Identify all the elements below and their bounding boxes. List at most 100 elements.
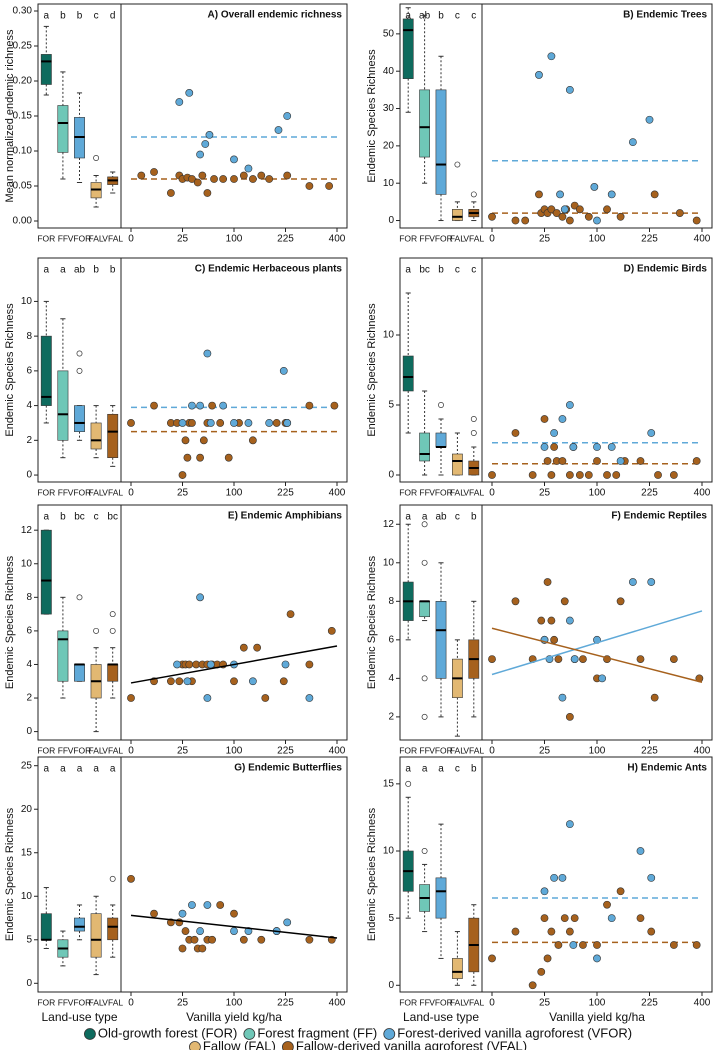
y-tick-label: 40 <box>383 66 395 77</box>
point <box>537 616 546 625</box>
panel-frame <box>37 257 348 483</box>
x-tick-label: FF <box>58 745 68 755</box>
point <box>654 471 662 479</box>
box <box>40 529 52 615</box>
point <box>274 126 283 134</box>
x-tick-label: 100 <box>589 234 606 245</box>
x-tick-label: 25 <box>539 488 551 499</box>
point <box>178 944 187 953</box>
significance-letter: a <box>438 764 444 775</box>
point <box>616 597 625 606</box>
box <box>74 917 85 932</box>
y-tick-label: 30 <box>383 103 395 114</box>
panel-frame <box>37 504 348 741</box>
legend-marker <box>281 1041 294 1050</box>
legend-label: Old-growth forest (FOR) <box>98 1025 237 1040</box>
panel-frame <box>399 257 713 483</box>
point <box>565 616 574 625</box>
x-tick-label: FOR <box>37 233 55 243</box>
y-tick-label: 6 <box>388 634 394 645</box>
point <box>190 935 199 944</box>
outlier <box>454 161 461 168</box>
legend-label: Forest-derived vanilla agroforest (VFOR) <box>397 1025 632 1040</box>
point <box>593 941 601 949</box>
point <box>272 419 281 427</box>
legend-label: Fallow-derived vanilla agroforest (VFAL) <box>296 1038 527 1050</box>
box <box>419 601 430 618</box>
point <box>547 616 556 625</box>
y-tick-label: 25 <box>21 760 33 771</box>
significance-letter: bc <box>419 265 430 276</box>
box <box>452 209 463 221</box>
box <box>57 370 69 441</box>
box <box>40 335 52 406</box>
y-tick-label: 10 <box>21 891 33 902</box>
x-tick-label: FAL <box>450 745 465 755</box>
trend-line <box>491 610 703 676</box>
point <box>175 98 184 106</box>
y-tick-label: 8 <box>26 331 32 342</box>
point <box>185 660 194 669</box>
point <box>628 578 637 586</box>
panel-frame <box>37 3 348 229</box>
point <box>593 216 601 225</box>
significance-letter: a <box>422 512 428 523</box>
x-tick-label: 225 <box>641 746 658 757</box>
point <box>570 655 579 663</box>
point <box>261 694 270 702</box>
point <box>196 453 204 462</box>
significance-letter: a <box>405 764 411 775</box>
point <box>669 655 678 663</box>
point <box>216 419 225 427</box>
point <box>511 597 520 606</box>
y-axis-label: Endemic Species Richness <box>366 555 378 689</box>
y-tick-label: 0.10 <box>13 146 33 157</box>
point <box>219 175 228 183</box>
x-tick-label: 25 <box>177 746 189 757</box>
y-tick-label: 4 <box>26 659 32 670</box>
point <box>543 954 552 963</box>
x-axis-label: Vanilla yield kg/ha <box>549 1010 645 1024</box>
point <box>650 693 659 702</box>
y-tick-label: 0 <box>388 980 394 991</box>
point <box>570 914 579 923</box>
legend-marker <box>383 1028 396 1040</box>
box <box>452 958 463 979</box>
x-tick-label: FF <box>419 487 429 497</box>
box <box>57 630 69 682</box>
x-tick-label: VFAL <box>463 487 484 497</box>
x-tick-label: 400 <box>329 746 346 757</box>
point <box>175 677 184 686</box>
significance-letter: a <box>44 265 50 276</box>
x-tick-label: VFOR <box>429 997 453 1007</box>
y-tick-label: 0 <box>26 726 32 737</box>
point <box>607 443 616 451</box>
point <box>283 419 292 427</box>
significance-letter: b <box>60 512 66 523</box>
point <box>558 212 567 221</box>
point <box>230 677 238 686</box>
significance-letter: a <box>44 512 50 523</box>
point <box>196 593 204 602</box>
point <box>550 635 559 644</box>
point <box>521 216 530 225</box>
y-tick-label: 12 <box>21 525 33 536</box>
box <box>435 601 447 679</box>
point <box>565 927 574 936</box>
point <box>647 927 656 936</box>
point <box>206 660 215 669</box>
point <box>560 597 569 606</box>
point <box>305 660 314 669</box>
x-tick-label: FAL <box>450 233 465 243</box>
y-tick-label: 10 <box>383 846 395 857</box>
x-axis-label: Vanilla yield kg/ha <box>186 1010 282 1024</box>
y-tick-label: 0.30 <box>13 6 33 17</box>
x-tick-label: 400 <box>694 998 711 1009</box>
point <box>692 216 701 225</box>
point <box>239 171 248 180</box>
outlier <box>470 430 477 436</box>
x-tick-label: 225 <box>641 998 658 1009</box>
x-tick-label: VFAL <box>463 997 484 1007</box>
box <box>107 413 119 458</box>
point <box>560 914 569 923</box>
